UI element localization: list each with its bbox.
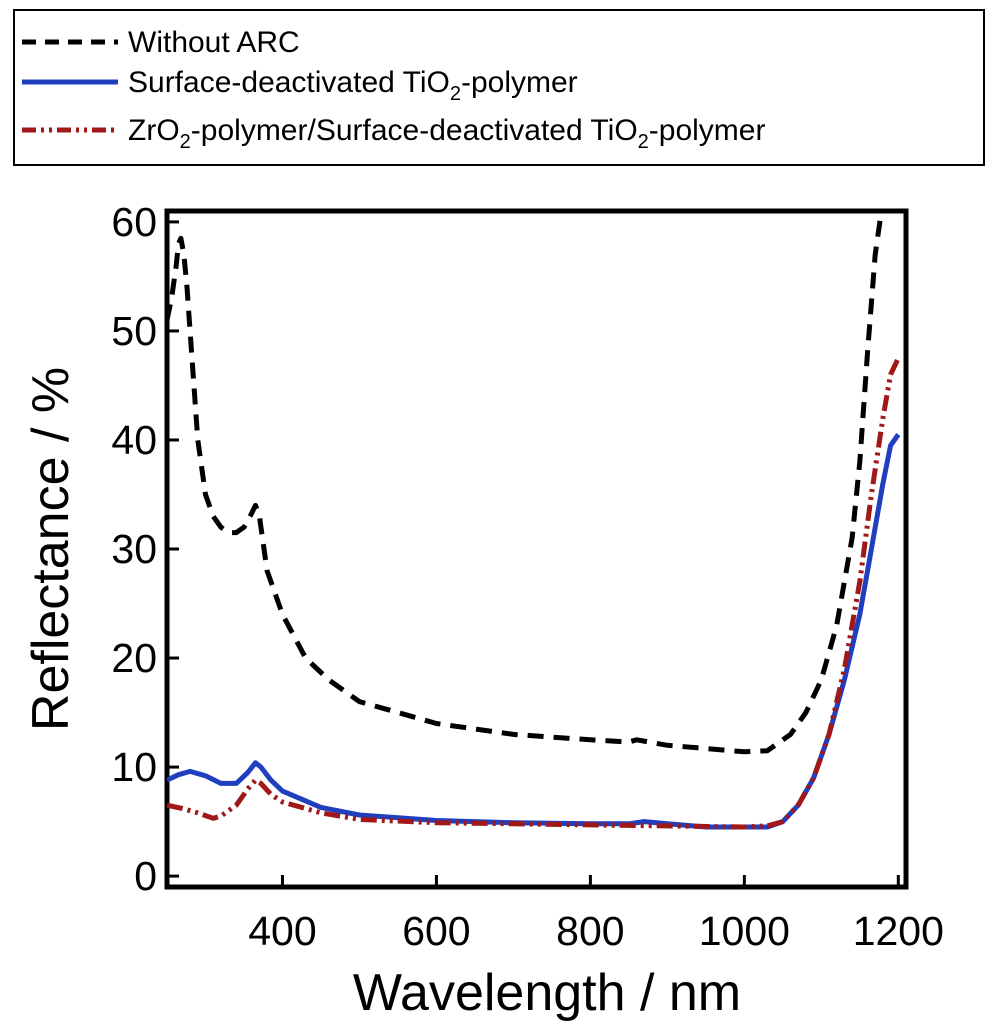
legend-text-tio2-sub: 2 bbox=[450, 83, 461, 105]
legend-text-zro2-sub2: 2 bbox=[638, 131, 649, 153]
y-tick-label-10: 10 bbox=[111, 744, 157, 790]
legend: Without ARC Surface-deactivated TiO2-pol… bbox=[13, 9, 985, 166]
legend-text-tio2-a: Surface-deactivated Ti bbox=[128, 66, 427, 99]
series-line-tio2-polymer bbox=[167, 433, 901, 830]
legend-text-tio2-b: -polymer bbox=[461, 66, 578, 99]
x-tick-label-1200: 1200 bbox=[853, 908, 944, 954]
y-tick-label-50: 50 bbox=[111, 308, 157, 354]
y-tick-label-30: 30 bbox=[111, 526, 157, 572]
legend-text-zro2-o2: O bbox=[614, 114, 637, 147]
legend-label-zro2: ZrO2-polymer/Surface-deactivated TiO2-po… bbox=[128, 114, 765, 153]
axis-tick-labels: 400 600 800 1000 1200 0 10 20 30 40 50 60 bbox=[111, 199, 944, 954]
legend-text-zro2-o: O bbox=[156, 114, 179, 147]
legend-label-tio2: Surface-deactivated TiO2-polymer bbox=[128, 66, 578, 105]
y-axis-label: Reflectance / % bbox=[22, 367, 80, 731]
y-tick-label-60: 60 bbox=[111, 199, 157, 245]
legend-text-zro2-b: -polymer/Surface-deactivated Ti bbox=[191, 114, 615, 147]
legend-text-zro2-c: -polymer bbox=[649, 114, 766, 147]
series-layer bbox=[167, 211, 901, 830]
legend-label-without-arc: Without ARC bbox=[128, 26, 300, 59]
x-tick-label-400: 400 bbox=[248, 908, 316, 954]
series-line-zro2-tio2-polymer bbox=[167, 357, 901, 830]
y-tick-label-20: 20 bbox=[111, 635, 157, 681]
legend-text-zro2-a: Zr bbox=[128, 114, 156, 147]
y-tick-label-0: 0 bbox=[134, 853, 157, 899]
legend-text-tio2-o: O bbox=[427, 66, 450, 99]
x-tick-label-1000: 1000 bbox=[699, 908, 790, 954]
x-tick-label-600: 600 bbox=[402, 908, 470, 954]
x-axis-label: Wavelength / nm bbox=[353, 964, 741, 1022]
x-tick-label-800: 800 bbox=[556, 908, 624, 954]
axis-ticks bbox=[167, 220, 900, 887]
legend-text-zro2-sub1: 2 bbox=[180, 131, 191, 153]
series-line-without-arc bbox=[167, 211, 884, 755]
legend-text-without-arc: Without ARC bbox=[128, 26, 300, 59]
y-tick-label-40: 40 bbox=[111, 417, 157, 463]
legend-box bbox=[13, 9, 985, 166]
